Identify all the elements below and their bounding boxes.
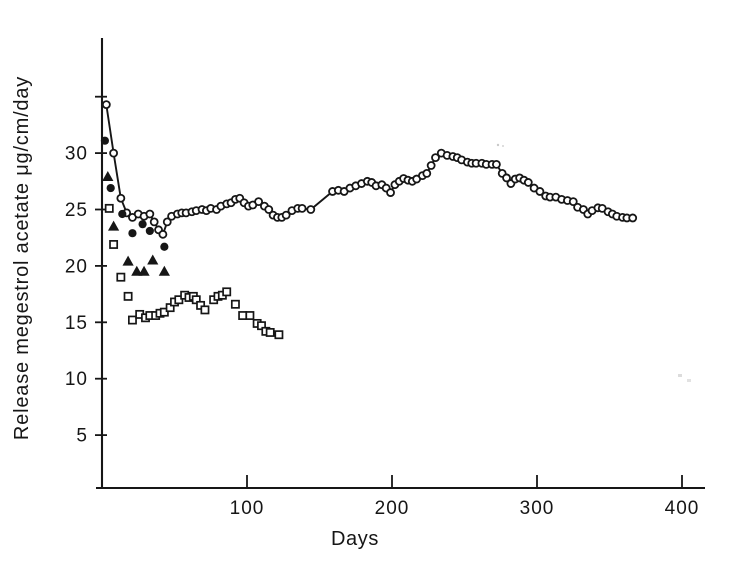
- marker-open-circle: [158, 229, 168, 239]
- marker-filled-circle: [118, 209, 127, 219]
- scan-speck: [687, 379, 691, 382]
- scan-speck: [678, 374, 682, 377]
- marker-open-square: [104, 203, 114, 213]
- marker-filled-circle: [128, 229, 137, 238]
- marker-filled-circle: [100, 136, 109, 145]
- marker-open-square: [238, 311, 248, 320]
- marker-open-circle: [491, 159, 501, 169]
- marker-open-square: [128, 315, 137, 325]
- marker-open-circle: [306, 205, 316, 214]
- series-open-squares: [104, 203, 284, 340]
- marker-filled-triangle: [158, 265, 170, 276]
- marker-filled-triangle: [138, 265, 150, 276]
- marker-filled-triangle: [122, 255, 134, 266]
- marker-open-circle: [281, 210, 291, 220]
- marker-open-circle: [535, 187, 545, 196]
- marker-open-circle: [254, 197, 264, 207]
- x-tick-label: 100: [230, 498, 265, 519]
- x-tick-label: 200: [375, 498, 410, 519]
- marker-open-square: [265, 328, 275, 337]
- y-tick-label: 30: [65, 144, 88, 165]
- scan-speck: [502, 145, 504, 147]
- marker-open-circle: [426, 161, 436, 170]
- marker-filled-triangle: [108, 220, 120, 231]
- marker-open-square: [159, 307, 169, 317]
- marker-filled-triangle: [131, 265, 143, 276]
- scan-speck: [496, 143, 500, 147]
- marker-open-square: [174, 295, 184, 305]
- marker-open-square: [109, 240, 119, 249]
- x-tick-label: 400: [665, 498, 700, 519]
- marker-filled-circle: [106, 183, 115, 193]
- marker-open-circle: [297, 203, 307, 213]
- plot-area: 5 10 15 20 25 30 100 200 300 400: [65, 38, 705, 519]
- marker-open-circle: [101, 100, 111, 109]
- marker-open-circle: [162, 217, 172, 227]
- marker-open-square: [200, 305, 210, 315]
- y-tick-label: 20: [65, 256, 88, 277]
- marker-open-circle: [149, 217, 159, 227]
- marker-open-circle: [523, 178, 533, 187]
- x-tick-label: 300: [520, 498, 555, 519]
- marker-open-square: [274, 330, 284, 340]
- marker-open-circle: [264, 205, 274, 214]
- marker-open-square: [245, 311, 255, 320]
- marker-open-square: [123, 291, 133, 301]
- y-tick-label: 15: [65, 313, 88, 334]
- marker-open-circle: [109, 148, 118, 158]
- marker-open-circle: [386, 188, 395, 197]
- marker-open-circle: [502, 173, 511, 183]
- marker-open-circle: [145, 209, 155, 219]
- marker-filled-circle: [138, 220, 147, 229]
- marker-open-circle: [431, 153, 440, 163]
- marker-filled-triangle: [147, 254, 159, 265]
- y-axis-label: Release megestrol acetate μg/cm/day: [11, 76, 33, 440]
- marker-open-circle: [628, 213, 638, 223]
- marker-open-circle: [422, 169, 432, 178]
- marker-filled-circle: [160, 242, 169, 251]
- x-axis-label: Days: [331, 528, 379, 550]
- y-tick-label: 25: [65, 200, 88, 221]
- marker-open-circle: [116, 193, 126, 203]
- marker-open-square: [116, 272, 126, 282]
- series-filled-triangles: [102, 170, 170, 276]
- marker-open-square: [222, 287, 232, 297]
- marker-filled-triangle: [102, 170, 114, 181]
- marker-filled-circle: [145, 226, 154, 236]
- series-open-circle-line: [101, 100, 638, 239]
- marker-open-circle: [568, 197, 578, 207]
- y-tick-label: 10: [65, 369, 88, 390]
- series-filled-circles: [100, 136, 169, 251]
- marker-open-square: [230, 299, 240, 309]
- y-tick-label: 5: [76, 426, 88, 447]
